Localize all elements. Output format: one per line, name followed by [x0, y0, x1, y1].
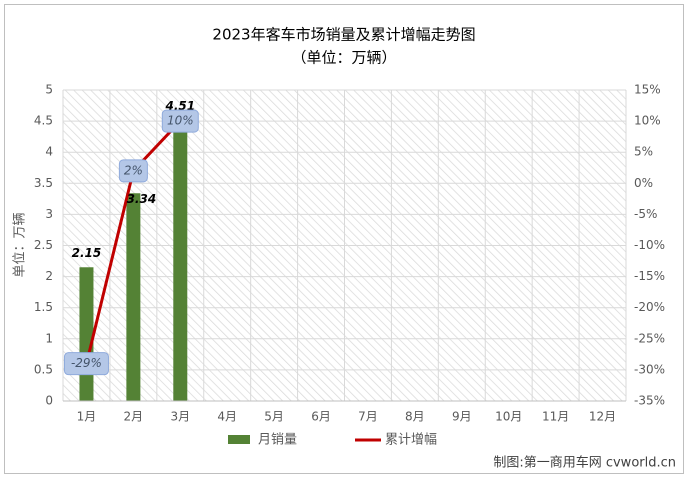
y-tick-label: 4: [45, 145, 53, 159]
y-tick-label: 3.5: [34, 176, 53, 190]
x-tick-label: 1月: [77, 410, 97, 424]
line-value-label: 10%: [167, 114, 194, 128]
x-tick-label: 8月: [405, 410, 425, 424]
bar: [79, 267, 94, 401]
y2-tick-label: -10%: [634, 238, 665, 252]
y-tick-label: 1: [45, 331, 53, 345]
y2-tick-label: -15%: [634, 269, 665, 283]
y2-tick-label: -35%: [634, 394, 665, 408]
x-tick-label: 7月: [358, 410, 378, 424]
x-tick-label: 10月: [495, 410, 522, 424]
chart-subtitle: （单位：万辆）: [291, 49, 396, 67]
y-tick-label: 4.5: [34, 114, 53, 128]
y2-tick-label: 0%: [634, 176, 653, 190]
y2-tick-label: 5%: [634, 145, 653, 159]
bar-value-label: 3.34: [127, 192, 157, 206]
y2-tick-label: 15%: [634, 83, 661, 97]
chart-title: 2023年客车市场销量及累计增幅走势图: [212, 26, 475, 44]
x-tick-label: 3月: [170, 410, 190, 424]
line-label-box: [63, 352, 109, 376]
x-tick-label: 6月: [311, 410, 331, 424]
y-tick-label: 5: [45, 83, 53, 97]
bar-value-label: 2.15: [72, 246, 102, 260]
line-label-box: [161, 109, 199, 133]
bar-value-label: 4.51: [164, 99, 195, 113]
legend-label: 累计增幅: [385, 433, 437, 448]
y-tick-label: 2: [45, 269, 53, 283]
bar: [126, 193, 141, 401]
x-tick-label: 11月: [542, 410, 569, 424]
x-tick-label: 5月: [264, 410, 284, 424]
legend-label: 月销量: [258, 433, 297, 448]
x-tick-label: 9月: [452, 410, 472, 424]
y-tick-label: 2.5: [34, 238, 53, 252]
x-tick-label: 2月: [124, 410, 144, 424]
bar: [173, 120, 188, 401]
line-value-label: 2%: [124, 163, 143, 177]
y-tick-label: 3: [45, 207, 53, 221]
legend-swatch: [228, 435, 250, 444]
y2-tick-label: -25%: [634, 331, 665, 345]
y-tick-label: 1.5: [34, 300, 53, 314]
y2-tick-label: -30%: [634, 362, 665, 376]
y2-tick-label: -5%: [634, 207, 657, 221]
x-tick-label: 4月: [217, 410, 237, 424]
y-axis-label: 单位：万辆: [13, 212, 28, 277]
y2-tick-label: 10%: [634, 114, 661, 128]
source: 制图:第一商用车网 cvworld.cn: [493, 455, 676, 471]
y2-tick-label: -20%: [634, 300, 665, 314]
y-tick-label: 0: [45, 394, 53, 408]
x-tick-label: 12月: [589, 410, 616, 424]
line-value-label: -29%: [71, 356, 102, 370]
y-tick-label: 0.5: [34, 362, 53, 376]
line-label-box: [118, 159, 148, 183]
